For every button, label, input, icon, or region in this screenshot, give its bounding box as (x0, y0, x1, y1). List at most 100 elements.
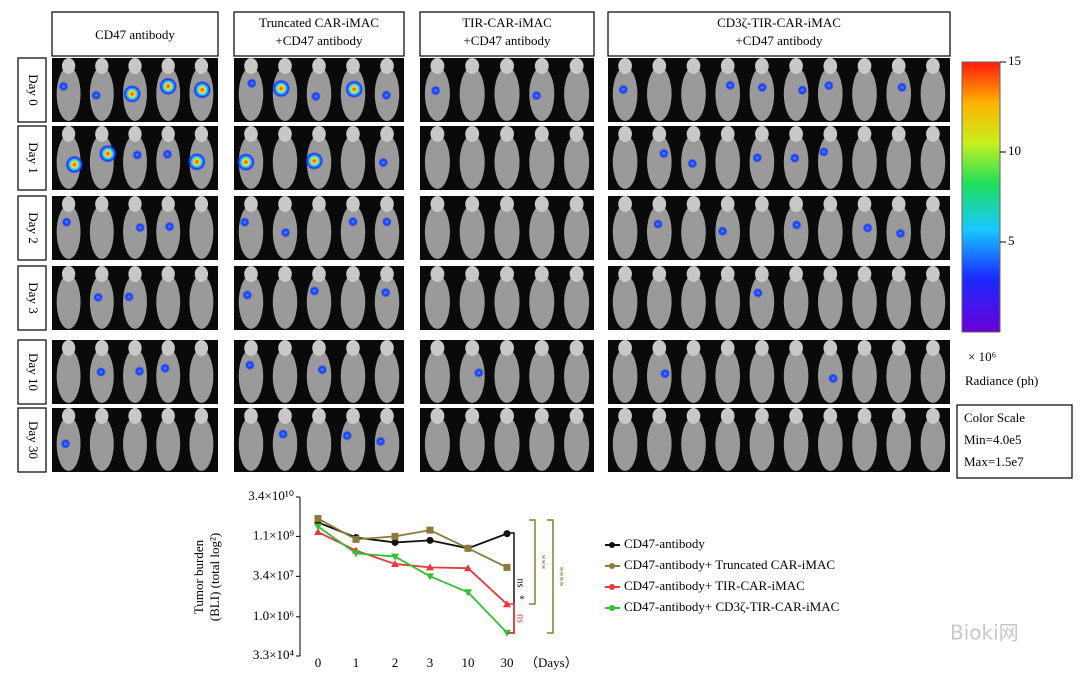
mouse-head (720, 126, 735, 142)
mouse (156, 275, 181, 329)
mouse-head (857, 126, 872, 142)
mouse (564, 417, 590, 471)
mouse (886, 349, 912, 403)
mouse (123, 349, 147, 403)
marker (314, 528, 322, 536)
mouse-head (789, 408, 803, 424)
mouse (886, 67, 912, 121)
mouse (459, 349, 485, 403)
mouse (340, 205, 366, 259)
mouse-head (194, 340, 209, 356)
signal (818, 146, 829, 157)
mouse-head (128, 340, 142, 356)
mouse-head (891, 126, 906, 142)
mouse (852, 349, 877, 403)
mouse (89, 67, 114, 121)
mouse (920, 205, 946, 259)
row-label: Day 1 (26, 142, 41, 173)
signal (162, 149, 173, 160)
mouse (340, 135, 366, 189)
mouse (340, 275, 366, 329)
row-label-box (17, 125, 47, 191)
mouse (494, 275, 520, 329)
mouse-head (128, 266, 142, 282)
marker (314, 523, 322, 531)
mouse-head (61, 58, 76, 74)
mouse (189, 205, 214, 259)
mouse-head (95, 126, 109, 142)
mouse (123, 275, 147, 329)
mouse-head (755, 266, 769, 282)
mouse-head (823, 126, 838, 142)
mouse-head (194, 408, 209, 424)
mouse-head (686, 58, 701, 74)
mouse (681, 349, 706, 403)
mouse (459, 135, 485, 189)
x-tick-label: 1 (353, 655, 360, 670)
colorbar-label: Radiance (ph) (965, 373, 1038, 388)
mouse (817, 205, 843, 259)
mouse-head (430, 126, 445, 142)
mouse-head (95, 196, 109, 212)
mouse-head (569, 126, 584, 142)
mouse (123, 417, 147, 471)
signal (660, 368, 671, 379)
mouse-head (500, 408, 514, 424)
mouse (424, 135, 450, 189)
significance-label: *** (536, 555, 547, 570)
mouse-head (380, 408, 394, 424)
mouse (494, 205, 520, 259)
signal (60, 438, 71, 449)
mouse (886, 275, 912, 329)
marker (426, 536, 434, 544)
column-header-text: CD47 antibody (95, 27, 175, 42)
legend-marker (609, 563, 615, 569)
signal (381, 90, 392, 101)
mouse (529, 67, 555, 121)
marker (503, 530, 511, 538)
mouse-head (128, 58, 142, 74)
mouse (681, 417, 706, 471)
mouse (749, 67, 775, 121)
legend-label: CD47-antibody+ TIR-CAR-iMAC (624, 578, 805, 593)
mouse-head (380, 196, 394, 212)
mouse-head (61, 266, 76, 282)
mouse-head (430, 196, 445, 212)
mouse-head (500, 340, 514, 356)
column-header-text: +CD47 antibody (275, 33, 363, 48)
mouse (459, 417, 485, 471)
row-label-box (17, 57, 47, 123)
mouse-head (618, 58, 632, 74)
significance-bracket (547, 519, 554, 634)
significance-bracket (529, 519, 536, 605)
signal (757, 82, 768, 93)
mouse (852, 67, 877, 121)
mouse-head (346, 340, 360, 356)
mouse-head (61, 340, 76, 356)
mouse-head (194, 266, 209, 282)
mouse (89, 275, 114, 329)
mouse (306, 205, 332, 259)
mouse (56, 67, 81, 121)
mouse-head (618, 408, 632, 424)
mouse-head (278, 126, 292, 142)
mouse-head (857, 340, 872, 356)
signal (242, 290, 253, 301)
mouse-head (755, 126, 769, 142)
mouse (646, 67, 672, 121)
mouse (749, 275, 775, 329)
significance-label: **** (554, 567, 565, 587)
mouse (817, 135, 843, 189)
mouse (715, 275, 741, 329)
signal (187, 152, 206, 171)
marker (391, 553, 399, 561)
mouse (612, 349, 638, 403)
signal (687, 158, 698, 169)
mouse (817, 275, 843, 329)
mouse-head (278, 266, 292, 282)
series-line (317, 531, 508, 605)
color-scale-text: Max=1.5e7 (964, 454, 1024, 469)
mouse (564, 135, 590, 189)
mouse-head (891, 196, 906, 212)
mouse-head (789, 126, 803, 142)
